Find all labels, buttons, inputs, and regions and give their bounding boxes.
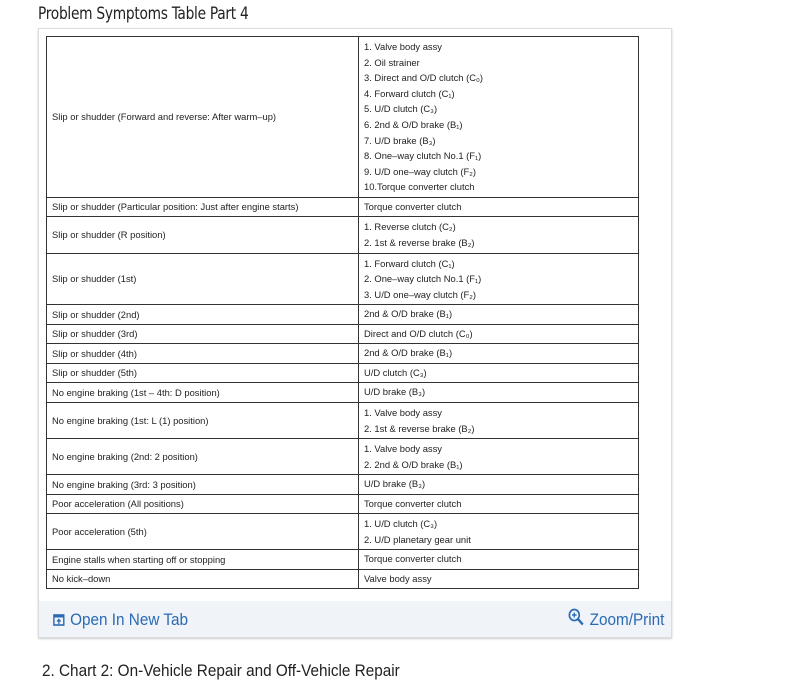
cause-cell: 1. Reverse clutch (C₂) 2. 1st & reverse b… xyxy=(358,216,639,254)
cause-item: 2. One–way clutch No.1 (F₁) xyxy=(364,273,482,285)
cause-cell: Torque converter clutch xyxy=(358,493,639,515)
cause-item: 2. 2nd & O/D brake (B₁) xyxy=(364,458,463,470)
cause-item: 2. 1st & reverse brake (B₂) xyxy=(364,422,475,434)
cause-cell: Torque converter clutch xyxy=(358,549,639,570)
table-row: Slip or shudder (Forward and reverse: Af… xyxy=(46,36,639,198)
symptom-cell: No engine braking (3rd: 3 position) xyxy=(46,474,359,495)
page-title: Problem Symptoms Table Part 4 xyxy=(38,4,249,24)
cause-cell: 1. Valve body assy 2. Oil strainer 3. Dire… xyxy=(358,36,639,198)
table-row: Slip or shudder (3rd) Direct and O/D clut… xyxy=(46,323,639,345)
cause-cell: Valve body assy xyxy=(358,568,639,590)
table-row: Engine stalls when starting off or stopp… xyxy=(46,549,639,570)
cause-cell: Direct and O/D clutch (C₀) xyxy=(358,323,639,345)
symptom-cell: No kick–down xyxy=(46,568,359,590)
cause-cell: U/D clutch (C₃) xyxy=(358,362,639,384)
open-in-new-tab-link[interactable]: Open In New Tab xyxy=(53,610,188,630)
cause-cell: 1. Forward clutch (C₁) 2. One–way clutch … xyxy=(358,252,639,306)
symptom-cell: Slip or shudder (R position) xyxy=(46,216,359,254)
cause-item: U/D brake (B₃) xyxy=(364,386,426,398)
table-row: Slip or shudder (5th) U/D clutch (C₃) xyxy=(46,362,639,384)
cause-cell: 2nd & O/D brake (B₁) xyxy=(358,343,639,364)
cause-item: 7. U/D brake (B₃) xyxy=(364,134,436,146)
table-row: Slip or shudder (2nd) 2nd & O/D brake (B₁… xyxy=(46,304,639,325)
symptom-cell: Poor acceleration (All positions) xyxy=(46,493,359,515)
table-row: Slip or shudder (Particular position: Ju… xyxy=(46,196,639,218)
symptom-cell: Slip or shudder (2nd) xyxy=(46,304,359,325)
symptoms-table: Slip or shudder (Forward and reverse: Af… xyxy=(46,36,639,590)
cause-cell: 1. Valve body assy 2. 2nd & O/D brake (B₁… xyxy=(358,438,639,476)
symptom-cell: Slip or shudder (5th) xyxy=(46,362,359,384)
section-heading-chart-2: 2. Chart 2: On-Vehicle Repair and Off-Ve… xyxy=(42,661,400,680)
cause-item: Torque converter clutch xyxy=(364,497,462,509)
cause-item: 1. Valve body assy xyxy=(364,406,442,418)
cause-item: 2. U/D planetary gear unit xyxy=(364,533,471,545)
cause-cell: Torque converter clutch xyxy=(358,196,639,218)
cause-item: Valve body assy xyxy=(364,572,432,584)
table-row: Slip or shudder (1st) 1. Forward clutch (… xyxy=(46,252,639,306)
symptom-cell: No engine braking (1st: L (1) position) xyxy=(46,401,359,440)
cause-cell: U/D brake (B₃) xyxy=(358,382,639,403)
symptom-cell: Engine stalls when starting off or stopp… xyxy=(46,549,359,570)
table-row: No kick–down Valve body assy xyxy=(46,568,639,590)
symptom-cell: No engine braking (1st – 4th: D position… xyxy=(46,382,359,403)
cause-item: 8. One–way clutch No.1 (F₁) xyxy=(364,150,482,162)
symptoms-table-panel: Slip or shudder (Forward and reverse: Af… xyxy=(38,28,672,638)
cause-item: 1. Valve body assy xyxy=(364,41,442,52)
table-row: Poor acceleration (5th) 1. U/D clutch (C₃… xyxy=(46,513,639,551)
cause-item: Direct and O/D clutch (C₀) xyxy=(364,327,473,339)
cause-item: 6. 2nd & O/D brake (B₁) xyxy=(364,118,463,130)
cause-cell: 1. U/D clutch (C₃) 2. U/D planetary gear … xyxy=(358,513,639,551)
table-row: Poor acceleration (All positions) Torque … xyxy=(46,493,639,515)
cause-item: 1. Valve body assy xyxy=(364,443,442,455)
cause-item: 1. Forward clutch (C₁) xyxy=(364,257,455,269)
panel-footer: Open In New Tab Zoom/Print xyxy=(39,601,671,637)
symptom-cell: Slip or shudder (Particular position: Ju… xyxy=(46,196,359,218)
zoom-print-label: Zoom/Print xyxy=(589,610,665,629)
cause-item: 1. Reverse clutch (C₂) xyxy=(364,221,456,233)
cause-item: 10.Torque converter clutch xyxy=(364,181,475,193)
symptom-cell: No engine braking (2nd: 2 position) xyxy=(46,438,359,476)
table-row: No engine braking (1st: L (1) position) 1… xyxy=(46,401,639,440)
symptom-cell: Slip or shudder (Forward and reverse: Af… xyxy=(46,36,359,198)
cause-item: 2nd & O/D brake (B₁) xyxy=(364,308,453,320)
cause-item: 2nd & O/D brake (B₁) xyxy=(364,347,453,359)
cause-item: U/D clutch (C₃) xyxy=(364,366,427,378)
cause-item: 2. Oil strainer xyxy=(364,56,420,68)
cause-item: 4. Forward clutch (C₁) xyxy=(364,87,455,99)
cause-item: Torque converter clutch xyxy=(364,200,462,212)
symptom-cell: Poor acceleration (5th) xyxy=(46,513,359,551)
table-row: No engine braking (1st – 4th: D position… xyxy=(46,382,639,403)
symptom-cell: Slip or shudder (1st) xyxy=(46,252,359,306)
cause-item: 5. U/D clutch (C₃) xyxy=(364,103,438,115)
symptom-cell: Slip or shudder (4th) xyxy=(46,343,359,364)
cause-item: 3. U/D one–way clutch (F₂) xyxy=(364,288,477,300)
cause-item: 9. U/D one–way clutch (F₂) xyxy=(364,165,477,177)
cause-item: U/D brake (B₃) xyxy=(364,478,426,490)
magnifier-plus-icon xyxy=(568,608,584,626)
open-new-tab-icon xyxy=(53,614,65,626)
cause-item: 1. U/D clutch (C₃) xyxy=(364,518,438,530)
cause-item: Torque converter clutch xyxy=(364,553,462,565)
zoom-print-link[interactable]: Zoom/Print xyxy=(568,608,665,630)
open-in-new-tab-label: Open In New Tab xyxy=(70,610,189,629)
table-row: No engine braking (2nd: 2 position) 1. Va… xyxy=(46,438,639,476)
cause-cell: 2nd & O/D brake (B₁) xyxy=(358,304,639,325)
symptom-cell: Slip or shudder (3rd) xyxy=(46,323,359,345)
cause-cell: 1. Valve body assy 2. 1st & reverse brake… xyxy=(358,401,639,440)
cause-item: 2. 1st & reverse brake (B₂) xyxy=(364,237,475,249)
table-row: No engine braking (3rd: 3 position) U/D b… xyxy=(46,474,639,495)
cause-cell: U/D brake (B₃) xyxy=(358,474,639,495)
table-row: Slip or shudder (4th) 2nd & O/D brake (B₁… xyxy=(46,343,639,364)
cause-item: 3. Direct and O/D clutch (C₀) xyxy=(364,72,484,84)
table-row: Slip or shudder (R position) 1. Reverse c… xyxy=(46,216,639,254)
